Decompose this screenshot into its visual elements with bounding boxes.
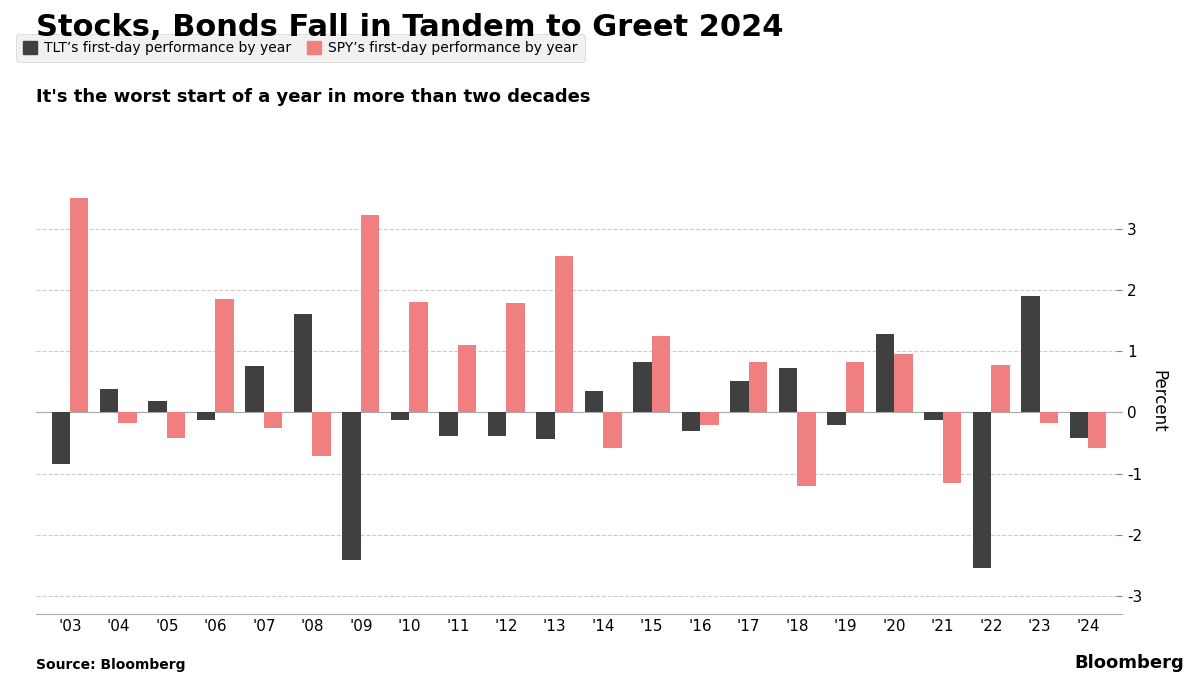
Bar: [52, 412, 70, 464]
Bar: [342, 412, 361, 560]
Text: It's the worst start of a year in more than two decades: It's the worst start of a year in more t…: [36, 88, 590, 106]
Bar: [167, 412, 185, 438]
Text: Stocks, Bonds Fall in Tandem to Greet 2024: Stocks, Bonds Fall in Tandem to Greet 20…: [36, 14, 784, 43]
Bar: [652, 336, 670, 412]
Text: Bloomberg: Bloomberg: [1075, 653, 1184, 672]
Bar: [439, 412, 457, 435]
Bar: [197, 412, 215, 420]
Bar: [1088, 412, 1106, 448]
Bar: [1021, 296, 1039, 412]
Bar: [457, 345, 476, 412]
Bar: [554, 256, 574, 412]
Bar: [779, 369, 797, 412]
Bar: [264, 412, 282, 428]
Bar: [391, 412, 409, 421]
Bar: [100, 389, 119, 412]
Bar: [943, 412, 961, 483]
Bar: [731, 381, 749, 412]
Bar: [536, 412, 554, 439]
Bar: [488, 412, 506, 435]
Bar: [246, 367, 264, 412]
Bar: [749, 362, 767, 412]
Bar: [361, 215, 379, 412]
Bar: [876, 334, 894, 412]
Bar: [70, 198, 89, 412]
Bar: [827, 412, 846, 425]
Bar: [312, 412, 331, 456]
Bar: [634, 362, 652, 412]
Bar: [924, 412, 943, 421]
Bar: [215, 299, 234, 412]
Text: Source: Bloomberg: Source: Bloomberg: [36, 657, 186, 672]
Bar: [584, 391, 604, 412]
Bar: [119, 412, 137, 423]
Bar: [604, 412, 622, 448]
Bar: [1039, 412, 1058, 423]
Bar: [797, 412, 816, 486]
Legend: TLT’s first-day performance by year, SPY’s first-day performance by year: TLT’s first-day performance by year, SPY…: [16, 34, 584, 62]
Bar: [149, 402, 167, 412]
Y-axis label: Percent: Percent: [1150, 371, 1168, 433]
Bar: [973, 412, 991, 568]
Bar: [1069, 412, 1088, 438]
Bar: [294, 315, 312, 412]
Bar: [846, 362, 864, 412]
Bar: [682, 412, 701, 431]
Bar: [506, 304, 524, 412]
Bar: [894, 354, 912, 412]
Bar: [701, 412, 719, 425]
Bar: [409, 302, 427, 412]
Bar: [991, 364, 1009, 412]
